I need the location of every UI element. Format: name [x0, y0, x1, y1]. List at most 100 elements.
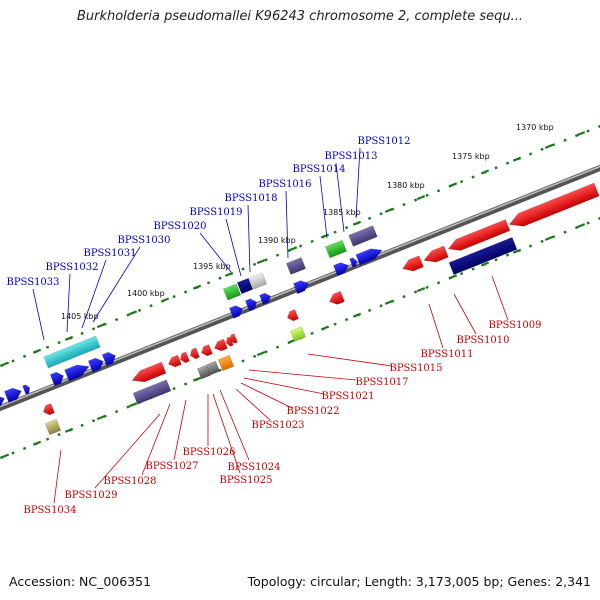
gene-label-bpss1024: BPSS1024	[219, 389, 281, 473]
svg-text:BPSS1029: BPSS1029	[64, 490, 117, 501]
lower-gene-feature	[131, 361, 167, 383]
svg-text:BPSS1017: BPSS1017	[355, 377, 408, 388]
scale-label: 1405 kbp	[61, 312, 99, 321]
upper-gene-feature	[348, 225, 378, 247]
scale-label: 1395 kbp	[193, 262, 231, 271]
svg-text:BPSS1012: BPSS1012	[357, 136, 410, 147]
upper-gene-feature	[244, 298, 257, 312]
upper-gene-feature	[87, 357, 104, 373]
svg-text:BPSS1015: BPSS1015	[389, 363, 442, 374]
svg-text:BPSS1027: BPSS1027	[145, 461, 198, 472]
upper-gene-feature	[236, 277, 254, 295]
svg-text:BPSS1034: BPSS1034	[23, 505, 76, 516]
svg-text:BPSS1030: BPSS1030	[117, 235, 170, 246]
upper-gene-feature	[349, 257, 358, 268]
gene-label-bpss1026: BPSS1026	[182, 394, 236, 458]
gene-label-bpss1027: BPSS1027	[145, 399, 199, 472]
gene-label-bpss1018: BPSS1018	[224, 193, 278, 273]
upper-gene-feature	[101, 351, 116, 367]
upper-gene-feature	[325, 239, 347, 259]
gene-label-bpss1019: BPSS1019	[189, 207, 243, 277]
svg-text:BPSS1011: BPSS1011	[420, 349, 473, 360]
upper-gene-feature	[259, 292, 271, 305]
gene-label-bpss1012: BPSS1012	[355, 136, 411, 219]
upper-gene-feature	[222, 283, 242, 301]
gene-label-bpss1015: BPSS1015	[307, 353, 443, 374]
gene-label-bpss1010: BPSS1010	[453, 293, 510, 346]
gene-label-bpss1029: BPSS1029	[64, 413, 161, 501]
upper-gene-feature	[0, 395, 5, 410]
lower-gene-feature	[508, 182, 600, 227]
scale-label: 1390 kbp	[258, 236, 296, 245]
upper-gene-feature	[43, 335, 101, 369]
svg-text:BPSS1025: BPSS1025	[219, 475, 272, 486]
svg-text:BPSS1016: BPSS1016	[258, 179, 311, 190]
upper-gene-feature	[248, 272, 268, 290]
scale-line-upper	[0, 124, 600, 368]
scale-line-lower	[0, 216, 600, 460]
lower-gene-feature	[423, 245, 449, 263]
svg-text:BPSS1026: BPSS1026	[182, 447, 235, 458]
scale-label: 1400 kbp	[127, 289, 165, 298]
upper-gene-feature	[49, 371, 64, 387]
gene-label-bpss1013: BPSS1013	[324, 151, 378, 233]
scale-label: 1370 kbp	[516, 123, 554, 132]
upper-gene-feature	[22, 384, 31, 395]
lower-gene-feature	[290, 326, 306, 342]
upper-gene-feature	[333, 262, 349, 277]
gene-label-bpss1032: BPSS1032	[45, 262, 99, 333]
svg-text:BPSS1031: BPSS1031	[83, 248, 136, 259]
topology-summary: Topology: circular; Length: 3,173,005 bp…	[247, 574, 591, 589]
svg-text:BPSS1014: BPSS1014	[292, 164, 345, 175]
lower-gene-feature	[217, 354, 235, 372]
svg-text:BPSS1018: BPSS1018	[224, 193, 277, 204]
svg-text:BPSS1033: BPSS1033	[6, 277, 59, 288]
gene-label-bpss1014: BPSS1014	[292, 164, 346, 239]
gene-label-bpss1017: BPSS1017	[248, 369, 409, 388]
lower-gene-feature	[214, 338, 228, 352]
gene-label-bpss1020: BPSS1020	[153, 221, 232, 273]
gene-label-bpss1034: BPSS1034	[23, 449, 77, 516]
accession-label: Accession: NC_006351	[9, 574, 152, 589]
gene-label-bpss1021: BPSS1021	[243, 377, 375, 402]
lower-gene-feature	[402, 255, 424, 272]
gene-label-bpss1016: BPSS1016	[258, 179, 312, 259]
gene-label-bpss1031: BPSS1031	[81, 248, 137, 329]
gene-label-bpss1022: BPSS1022	[240, 382, 340, 417]
lower-gene-feature	[287, 309, 299, 322]
lower-gene-feature	[201, 344, 213, 357]
lower-gene-feature	[225, 336, 234, 347]
scale-label: 1380 kbp	[387, 181, 425, 190]
lower-gene-feature	[447, 219, 511, 251]
svg-text:BPSS1021: BPSS1021	[321, 391, 374, 402]
upper-gene-feature	[293, 280, 309, 295]
svg-text:BPSS1020: BPSS1020	[153, 221, 206, 232]
upper-gene-feature	[4, 387, 22, 403]
svg-text:BPSS1028: BPSS1028	[103, 476, 156, 487]
map-title: Burkholderia pseudomallei K96243 chromos…	[76, 9, 524, 24]
gene-label-bpss1033: BPSS1033	[6, 277, 60, 341]
svg-text:BPSS1019: BPSS1019	[189, 207, 242, 218]
gene-label-bpss1028: BPSS1028	[103, 403, 171, 487]
svg-text:BPSS1024: BPSS1024	[227, 462, 280, 473]
lower-gene-feature	[168, 354, 182, 368]
lower-gene-feature	[190, 347, 200, 360]
lower-gene-feature	[180, 351, 190, 364]
svg-text:BPSS1032: BPSS1032	[45, 262, 98, 273]
upper-gene-feature	[229, 305, 243, 319]
upper-gene-feature	[64, 364, 90, 382]
svg-text:BPSS1010: BPSS1010	[456, 335, 509, 346]
lower-gene-feature	[329, 290, 345, 305]
gene-label-bpss1030: BPSS1030	[92, 235, 171, 323]
gene-label-bpss1011: BPSS1011	[420, 303, 474, 360]
upper-gene-feature	[355, 248, 383, 266]
svg-text:BPSS1022: BPSS1022	[286, 406, 339, 417]
upper-gene-feature	[286, 257, 306, 275]
scale-label: 1375 kbp	[452, 152, 490, 161]
lower-gene-feature	[43, 403, 55, 416]
svg-text:BPSS1009: BPSS1009	[488, 320, 541, 331]
gene-label-bpss1009: BPSS1009	[488, 275, 542, 331]
svg-text:BPSS1023: BPSS1023	[251, 420, 304, 431]
